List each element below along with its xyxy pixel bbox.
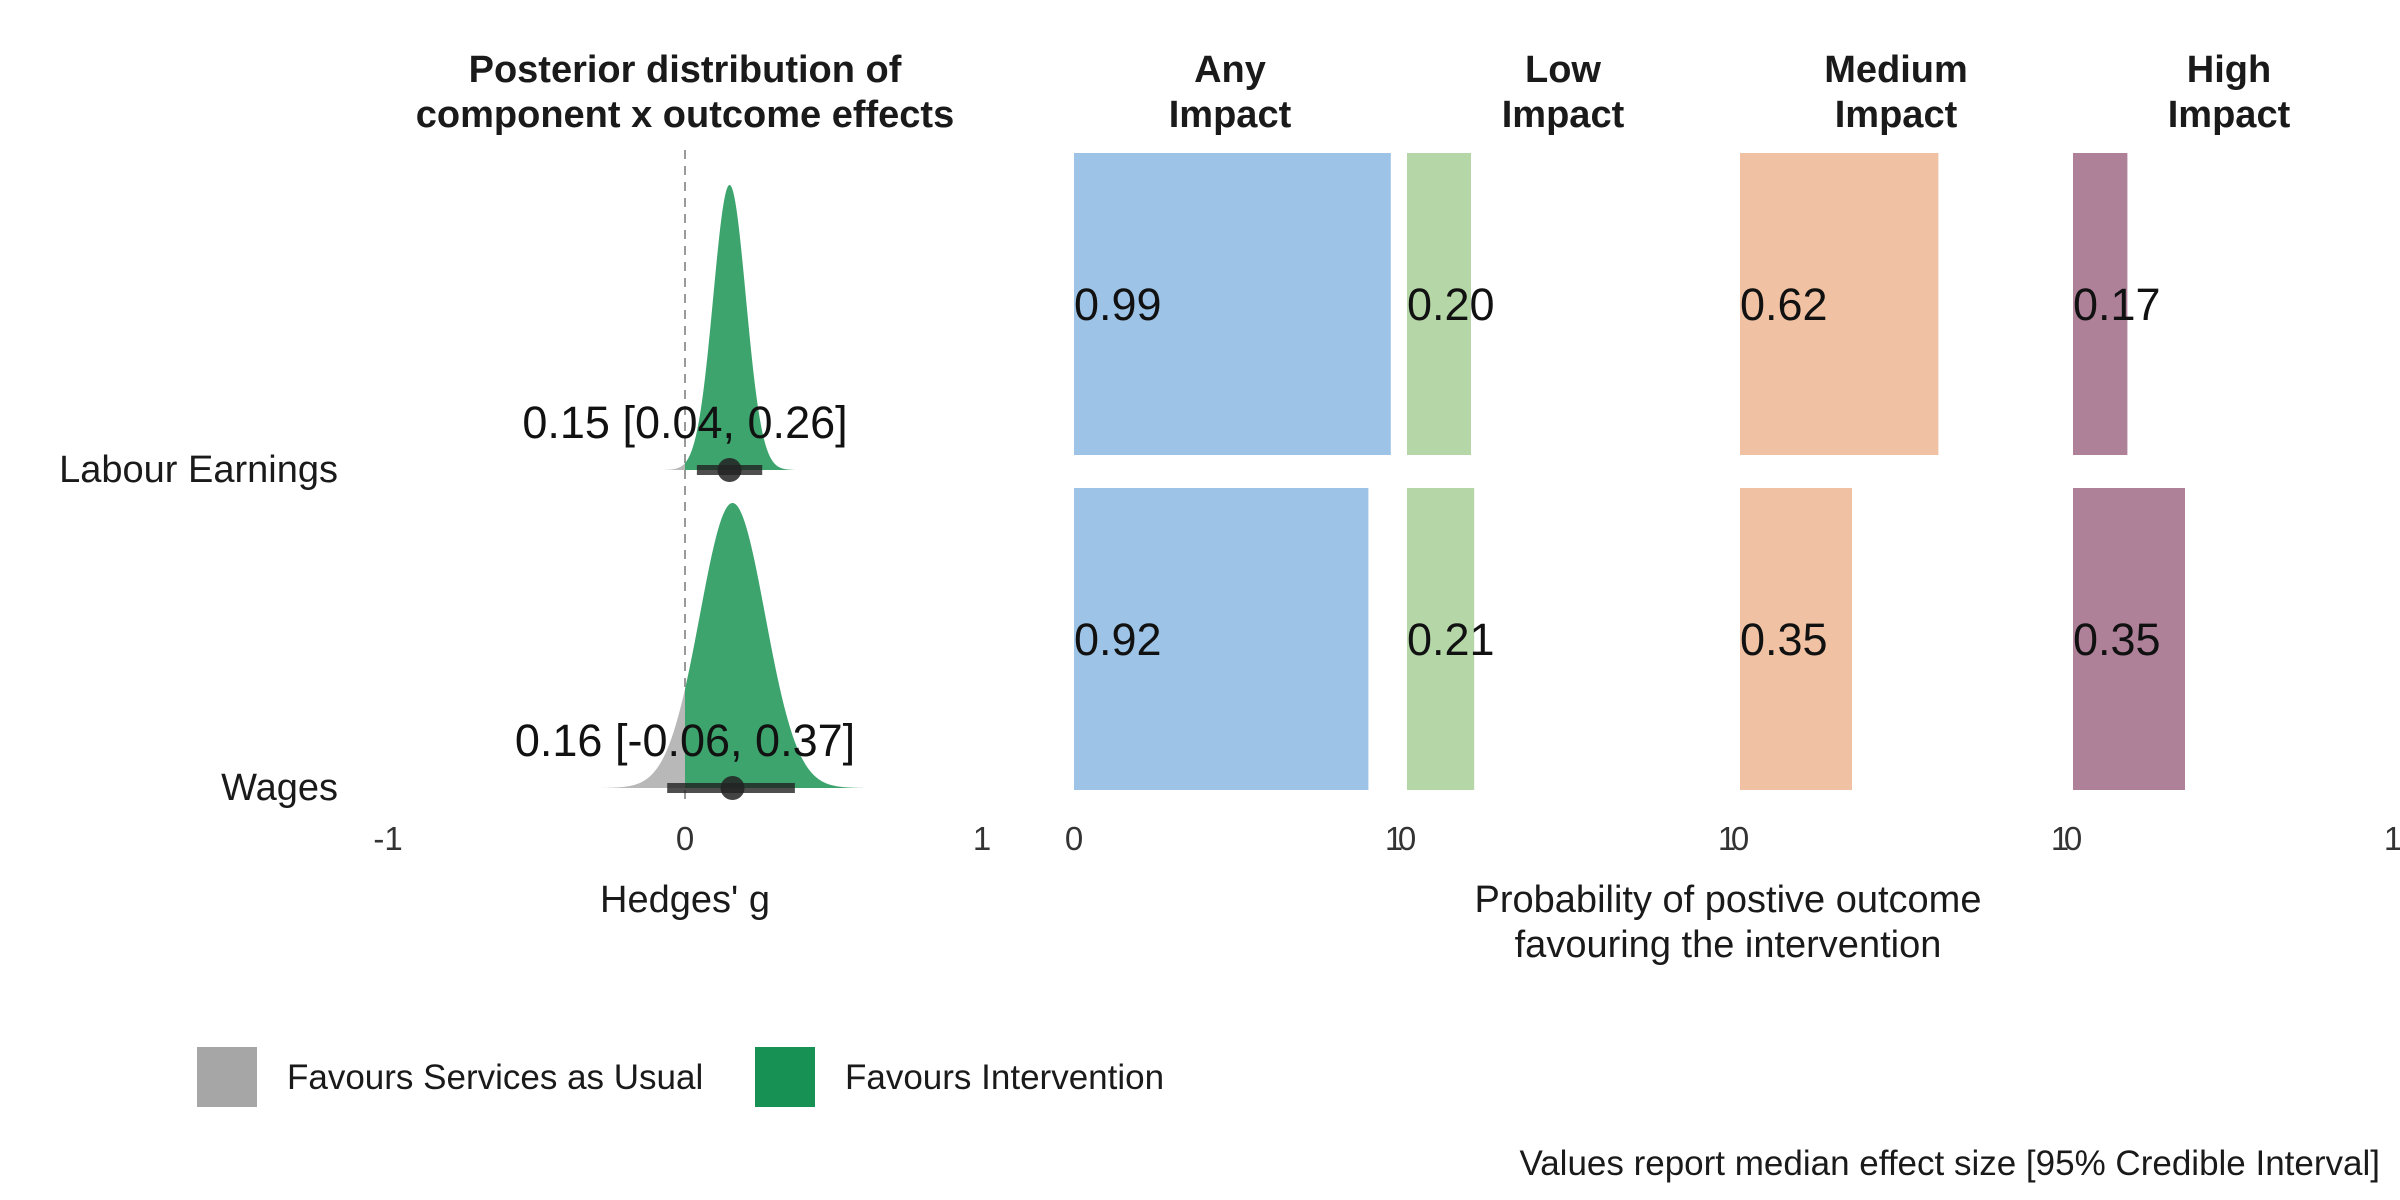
probability-bar [1407,488,1475,790]
probability-bar [1740,488,1852,790]
probability-value-label: 0.17 [2073,279,2161,330]
row-label: Labour Earnings [59,449,338,491]
x-tick-label: 1 [2051,820,2069,857]
probability-bar [2073,153,2128,455]
panel-title-line: Impact [2168,94,2291,136]
probability-bar [2073,488,2185,790]
probability-value-label: 0.92 [1074,614,1162,665]
legend: Favours Services as Usual Favours Interve… [197,1047,1164,1107]
panel-title-line: Impact [1169,94,1292,136]
panel-title-line: Medium [1824,49,1968,91]
legend-label: Favours Services as Usual [287,1058,703,1097]
probability-value-label: 0.99 [1074,279,1162,330]
x-tick-label: 0 [676,820,694,857]
probability-value-label: 0.35 [2073,614,2161,665]
x-tick-label: 0 [1731,820,1749,857]
x-axis-label-line: Probability of postive outcome [1475,879,1982,921]
x-tick-label: 1 [1718,820,1736,857]
posterior-title-line: Posterior distribution of [469,49,902,91]
panel-title-line: Impact [1502,94,1625,136]
x-tick-label: 0 [2064,820,2082,857]
probability-value-label: 0.21 [1407,614,1495,665]
legend-swatch [197,1047,257,1107]
density-favours-intervention [685,185,795,470]
posterior-title-line: component x outcome effects [416,94,954,136]
x-tick-label: 1 [1385,820,1403,857]
x-tick-label: 1 [973,820,991,857]
row-label: Wages [221,767,338,809]
probability-bar [1074,488,1369,790]
density-favours-usual [664,463,685,470]
probability-value-label: 0.62 [1740,279,1828,330]
probability-value-label: 0.35 [1740,614,1828,665]
caption: Values report median effect size [95% Cr… [1519,1144,2380,1183]
x-tick-label: 0 [1065,820,1083,857]
x-tick-label: 0 [1398,820,1416,857]
panel-title-line: High [2187,49,2271,91]
panel-title-line: Any [1194,49,1266,91]
density-favours-intervention [685,503,864,788]
probability-bar [1407,153,1471,455]
panel-title-line: Low [1525,49,1601,91]
legend-swatch [755,1047,815,1107]
x-tick-label: 1 [2384,820,2400,857]
probability-value-label: 0.20 [1407,279,1495,330]
median-point [720,776,745,800]
estimate-label: 0.15 [0.04, 0.26] [522,397,847,448]
legend-label: Favours Intervention [845,1058,1164,1097]
x-axis-label-line: favouring the intervention [1515,924,1942,966]
probability-bar [1074,153,1391,455]
median-point [717,458,742,482]
density-favours-usual [601,689,685,788]
estimate-label: 0.16 [-0.06, 0.37] [515,715,855,766]
x-tick-label: -1 [373,820,402,857]
probability-bar [1740,153,1939,455]
panel-title-line: Impact [1835,94,1958,136]
x-axis-label: Hedges' g [600,879,770,921]
